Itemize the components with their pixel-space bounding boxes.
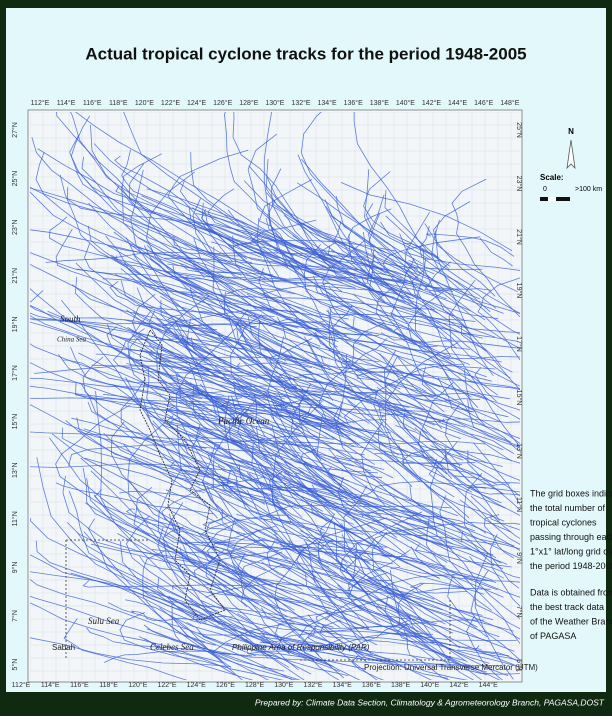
bottom-axis-label: 118°E — [99, 681, 118, 689]
note-line: passing through each — [530, 532, 612, 542]
top-axis-label: 142°E — [422, 99, 441, 107]
top-axis-label: 138°E — [370, 99, 389, 107]
bottom-axis-label: 144°E — [479, 681, 498, 689]
note-line: Data is obtained from — [530, 587, 612, 597]
bottom-axis-label: 116°E — [70, 681, 89, 689]
right-axis-label: 11°N — [515, 497, 523, 512]
note-line: The grid boxes indicate — [530, 488, 612, 498]
map-label: South — [60, 314, 81, 324]
bottom-axis-label: 132°E — [303, 681, 322, 689]
scale-bar-seg — [548, 197, 556, 201]
top-axis-label: 130°E — [265, 99, 284, 107]
map-label: Pacific Ocean — [217, 416, 270, 426]
footer: Prepared by: Climate Data Section, Clima… — [255, 697, 605, 707]
bottom-axis-label: 136°E — [362, 681, 381, 689]
note-line: 1°x1° lat/long grid over — [530, 546, 612, 556]
left-axis-label: 7°N — [11, 610, 19, 622]
top-axis-label: 114°E — [57, 99, 76, 107]
map-label: Projection: Universal Transverse Mercato… — [364, 663, 538, 672]
note-line: the total number of — [530, 503, 606, 513]
note-line: the best track data — [530, 602, 604, 612]
scale-title: Scale: — [540, 173, 564, 182]
right-axis-label: 9°N — [515, 552, 523, 564]
bottom-axis-label: 128°E — [245, 681, 264, 689]
top-axis-label: 134°E — [318, 99, 337, 107]
right-axis-label: 19°N — [515, 283, 523, 299]
map-label: Sabah — [52, 643, 75, 652]
left-axis-label: 25°N — [11, 171, 19, 187]
bottom-axis-label: 130°E — [274, 681, 293, 689]
bottom-axis-label: 138°E — [391, 681, 410, 689]
right-axis-label: 21°N — [515, 229, 523, 245]
map-label: China Sea — [57, 336, 86, 344]
scale-unit: >100 km — [575, 186, 602, 193]
north-label: N — [568, 127, 574, 136]
note-line: of the Weather Branch — [530, 616, 612, 626]
left-axis-label: 13°N — [11, 462, 19, 478]
left-axis-label: 15°N — [11, 414, 19, 430]
left-axis-label: 23°N — [11, 219, 19, 235]
top-axis-label: 112°E — [31, 99, 50, 107]
bottom-axis-label: 142°E — [449, 681, 468, 689]
top-axis-label: 148°E — [500, 99, 519, 107]
bottom-axis-label: 134°E — [333, 681, 352, 689]
scale-zero: 0 — [543, 186, 547, 193]
bottom-axis-label: 126°E — [216, 681, 235, 689]
right-axis-label: 13°N — [515, 443, 523, 459]
top-axis-label: 116°E — [83, 99, 102, 107]
bottom-axis-label: 122°E — [157, 681, 176, 689]
bottom-axis-label: 140°E — [420, 681, 439, 689]
note-line: the period 1948-2005. — [530, 561, 612, 571]
right-axis-label: 5°N — [515, 659, 523, 671]
left-axis-label: 5°N — [11, 659, 19, 671]
right-axis-label: 25°N — [515, 122, 523, 138]
map-label: Philippine Area of Responsibility (PAR) — [232, 643, 370, 652]
top-axis-label: 136°E — [344, 99, 363, 107]
left-axis-label: 27°N — [11, 122, 19, 138]
top-axis-label: 140°E — [396, 99, 415, 107]
top-axis-label: 128°E — [239, 99, 258, 107]
note-line: of PAGASA — [530, 631, 576, 641]
note-line: tropical cyclones — [530, 517, 597, 527]
map-label: Celebes Sea — [150, 642, 194, 652]
left-axis-label: 11°N — [11, 511, 19, 526]
right-axis-label: 15°N — [515, 390, 523, 406]
right-axis-label: 17°N — [515, 336, 523, 352]
bottom-axis-label: 124°E — [187, 681, 206, 689]
top-axis-label: 118°E — [109, 99, 128, 107]
right-axis-label: 7°N — [515, 606, 523, 618]
top-axis-label: 126°E — [213, 99, 232, 107]
top-axis-label: 124°E — [187, 99, 206, 107]
left-axis-label: 17°N — [11, 365, 19, 381]
left-axis-label: 19°N — [11, 317, 19, 333]
bottom-axis-label: 120°E — [128, 681, 147, 689]
top-axis-label: 120°E — [135, 99, 154, 107]
map-label: Sulu Sea — [88, 616, 120, 626]
bottom-axis-label: 114°E — [41, 681, 60, 689]
top-axis-label: 122°E — [161, 99, 180, 107]
top-axis-label: 132°E — [291, 99, 310, 107]
top-axis-label: 144°E — [448, 99, 467, 107]
left-axis-label: 9°N — [11, 562, 19, 574]
page: Actual tropical cyclone tracks for the p… — [0, 0, 612, 716]
right-axis-label: 23°N — [515, 176, 523, 192]
left-axis-label: 21°N — [11, 268, 19, 284]
title: Actual tropical cyclone tracks for the p… — [85, 44, 526, 63]
top-axis-label: 146°E — [474, 99, 493, 107]
bottom-axis-label: 112°E — [12, 681, 31, 689]
